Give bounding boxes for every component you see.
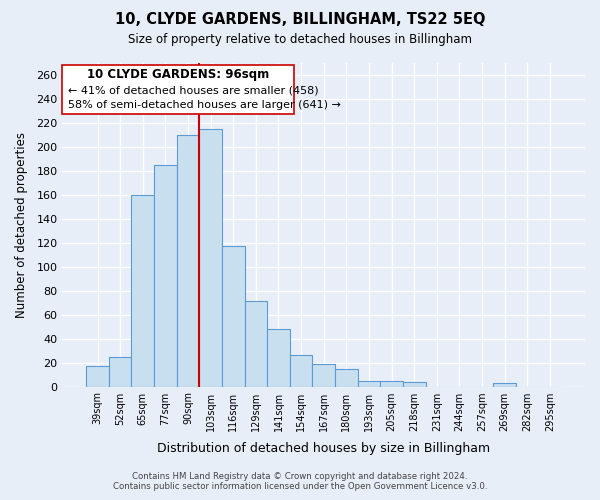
- Text: Size of property relative to detached houses in Billingham: Size of property relative to detached ho…: [128, 32, 472, 46]
- Bar: [313, 364, 335, 386]
- Bar: [131, 194, 154, 386]
- Bar: [493, 383, 516, 386]
- Bar: [199, 128, 222, 386]
- FancyBboxPatch shape: [62, 65, 294, 114]
- Text: 10 CLYDE GARDENS: 96sqm: 10 CLYDE GARDENS: 96sqm: [87, 68, 269, 81]
- Y-axis label: Number of detached properties: Number of detached properties: [15, 132, 28, 318]
- Bar: [358, 380, 380, 386]
- Bar: [380, 380, 403, 386]
- Text: 10, CLYDE GARDENS, BILLINGHAM, TS22 5EQ: 10, CLYDE GARDENS, BILLINGHAM, TS22 5EQ: [115, 12, 485, 28]
- Text: 58% of semi-detached houses are larger (641) →: 58% of semi-detached houses are larger (…: [68, 100, 341, 110]
- Bar: [176, 134, 199, 386]
- Bar: [154, 164, 176, 386]
- Bar: [222, 246, 245, 386]
- Text: ← 41% of detached houses are smaller (458): ← 41% of detached houses are smaller (45…: [68, 86, 318, 96]
- Bar: [86, 366, 109, 386]
- Bar: [290, 356, 313, 386]
- Bar: [267, 329, 290, 386]
- Bar: [109, 356, 131, 386]
- Bar: [403, 382, 425, 386]
- Bar: [245, 302, 267, 386]
- Text: Contains HM Land Registry data © Crown copyright and database right 2024.
Contai: Contains HM Land Registry data © Crown c…: [113, 472, 487, 491]
- X-axis label: Distribution of detached houses by size in Billingham: Distribution of detached houses by size …: [157, 442, 490, 455]
- Bar: [335, 368, 358, 386]
